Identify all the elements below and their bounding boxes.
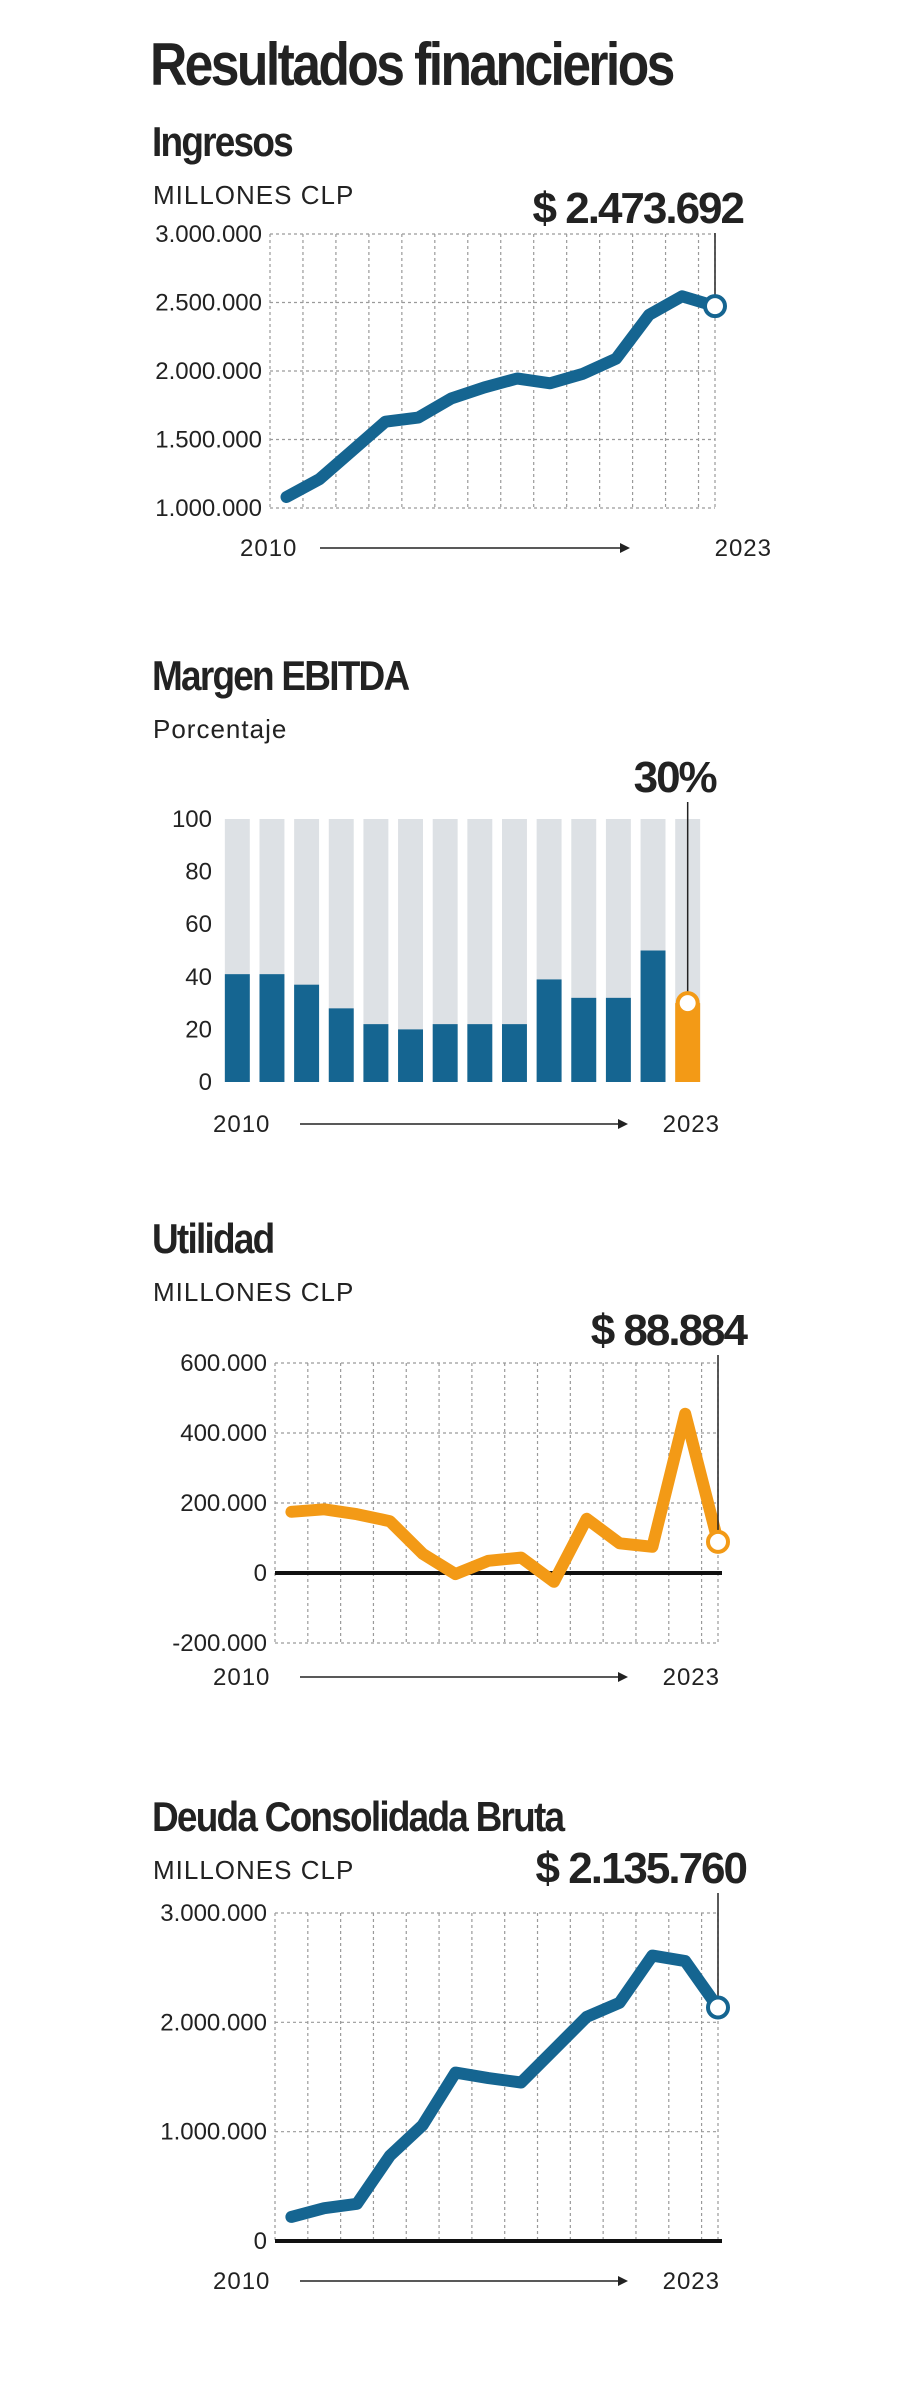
bar (467, 1024, 493, 1082)
x-start-label: 2010 (213, 1111, 270, 1138)
chart-plot: 1.000.000 1.500.000 2.000.000 2.500.000 3.00… (155, 184, 772, 562)
chart-title: Margen EBITDA (152, 652, 410, 699)
chart-plot: 0 1.000.000 2.000.000 3.000.000 $ 2.135.760 2… (160, 1844, 748, 2295)
y-tick-label: 20 (185, 1016, 212, 1043)
ingresos-chart: Ingresos MILLONES CLP 1.000.000 1.500.000… (0, 118, 900, 588)
chart-subtitle: Porcentaje (153, 714, 288, 744)
last-value-marker (706, 1529, 730, 1554)
bar (294, 984, 320, 1082)
page-title: Resultados financierios (150, 31, 675, 98)
bar (605, 997, 631, 1082)
callout-value: $ 88.884 (591, 1306, 749, 1355)
deuda-chart: Deuda Consolidada Bruta MILLONES CLP 0 1.… (0, 1793, 900, 2373)
y-tick-label: 0 (254, 2228, 267, 2255)
time-arrow-head (620, 543, 630, 553)
y-tick-label: -200.000 (172, 1630, 267, 1657)
bar (501, 1024, 527, 1082)
bar (640, 950, 666, 1082)
y-tick-label: 100 (172, 806, 212, 833)
y-tick-label: 0 (254, 1560, 267, 1587)
chart-plot: 0 20 40 60 80 100 30% 2010 2023 (172, 753, 720, 1138)
x-end-label: 2023 (715, 535, 772, 562)
y-tick-label: 2.000.000 (160, 2009, 267, 2036)
bar (328, 1008, 354, 1082)
chart-subtitle: MILLONES CLP (153, 180, 355, 210)
y-tick-label: 600.000 (180, 1350, 267, 1377)
y-tick-label: 1.000.000 (160, 2119, 267, 2146)
last-value-marker (675, 991, 700, 1016)
bar (536, 979, 562, 1082)
y-tick-label: 200.000 (180, 1490, 267, 1517)
y-tick-label: 2.000.000 (155, 358, 262, 385)
last-value-marker (703, 294, 727, 319)
y-tick-label: 80 (185, 859, 212, 886)
y-tick-label: 2.500.000 (155, 290, 262, 317)
x-start-label: 2010 (213, 1664, 270, 1691)
bar (432, 1024, 458, 1082)
x-end-label: 2023 (663, 1664, 720, 1691)
series-line (285, 1407, 724, 1588)
callout-value: $ 2.135.760 (536, 1844, 747, 1893)
last-value-marker (706, 1995, 730, 2020)
x-start-label: 2010 (213, 2268, 270, 2295)
bar (398, 1029, 424, 1082)
chart-plot: -200.000 0 200.000 400.000 600.000 $ 88.884 20… (172, 1306, 750, 1691)
x-end-label: 2023 (663, 2268, 720, 2295)
y-tick-label: 1.000.000 (155, 495, 262, 522)
y-tick-label: 0 (199, 1069, 212, 1096)
chart-title: Ingresos (152, 118, 294, 165)
chart-title: Utilidad (152, 1215, 275, 1262)
bar-highlight (675, 1003, 701, 1082)
chart-title: Deuda Consolidada Bruta (152, 1793, 565, 1840)
chart-subtitle: MILLONES CLP (153, 1277, 355, 1307)
y-tick-label: 400.000 (180, 1420, 267, 1447)
time-arrow-head (618, 1672, 628, 1682)
bar (571, 997, 597, 1082)
y-tick-label: 3.000.000 (155, 221, 262, 248)
time-arrow-head (618, 2276, 628, 2286)
bar (259, 974, 285, 1082)
y-tick-label: 40 (185, 964, 212, 991)
y-tick-label: 1.500.000 (155, 427, 262, 454)
utilidad-chart: Utilidad MILLONES CLP -200.000 0 200.000 40… (0, 1215, 900, 1735)
y-tick-label: 3.000.000 (160, 1900, 267, 1927)
series-line (285, 1949, 724, 2223)
x-start-label: 2010 (240, 535, 297, 562)
x-end-label: 2023 (663, 1111, 720, 1138)
margen-ebitda-chart: Margen EBITDA Porcentaje 0 20 40 60 80 100 30%… (0, 652, 900, 1172)
time-arrow-head (618, 1119, 628, 1129)
callout-value: 30% (634, 753, 717, 802)
callout-value: $ 2.473.692 (533, 184, 744, 233)
y-tick-label: 60 (185, 911, 212, 938)
series-line (280, 290, 721, 503)
bar (363, 1024, 389, 1082)
chart-subtitle: MILLONES CLP (153, 1855, 355, 1885)
bar (224, 974, 250, 1082)
